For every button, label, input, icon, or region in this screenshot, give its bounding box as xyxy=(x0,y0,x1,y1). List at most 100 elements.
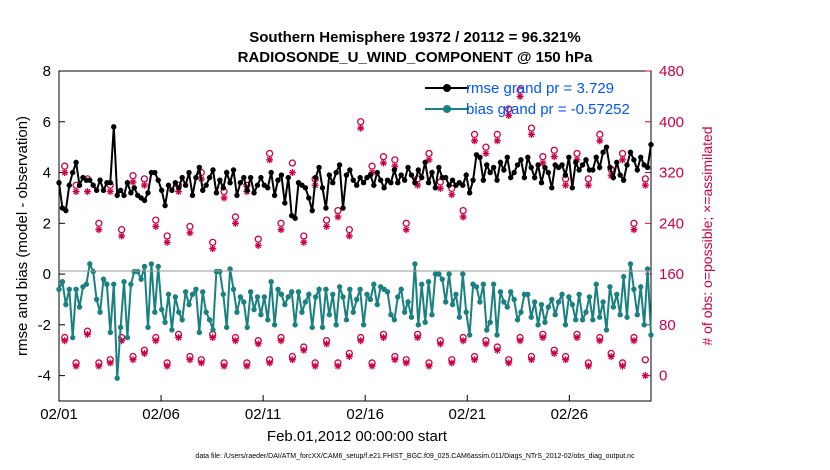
rmse-point xyxy=(165,182,172,188)
rmse-point xyxy=(213,190,220,196)
obs-assimilated-point xyxy=(584,362,592,370)
obs-assimilated-point xyxy=(516,337,524,345)
bias-point xyxy=(484,327,490,333)
bias-point xyxy=(384,289,391,295)
bias-point xyxy=(429,311,435,318)
rmse-point xyxy=(559,162,565,168)
legend: rmse grand pr = 3.729 bias grand pr = -0… xyxy=(425,80,630,118)
bias-point xyxy=(644,266,651,272)
obs-assimilated-point xyxy=(61,337,69,345)
rmse-point xyxy=(590,167,596,173)
rmse-point xyxy=(542,164,548,171)
rmse-point xyxy=(367,172,374,178)
rmse-point xyxy=(326,172,333,178)
bias-point xyxy=(241,299,247,305)
bias-point xyxy=(189,291,196,298)
obs-assimilated-point xyxy=(459,213,467,221)
bias-point xyxy=(265,317,271,323)
bias-point xyxy=(292,322,298,328)
bias-point xyxy=(237,294,244,300)
obs-assimilated-point xyxy=(357,337,365,345)
obs-assimilated-point xyxy=(220,362,228,370)
bias-point xyxy=(531,299,538,305)
obs-assimilated-point xyxy=(277,337,285,345)
bias-point xyxy=(367,296,374,303)
obs-assimilated-point xyxy=(345,232,353,240)
rmse-point xyxy=(336,162,343,168)
rmse-point xyxy=(124,179,131,186)
bias-point xyxy=(145,324,151,331)
bias-point xyxy=(268,278,274,285)
obs-assimilated-point xyxy=(630,226,638,234)
bias-point xyxy=(477,299,483,305)
rmse-point xyxy=(200,187,206,194)
y-tick-label: 2 xyxy=(43,215,51,232)
bias-point xyxy=(596,314,603,320)
obs-assimilated-point xyxy=(129,178,137,186)
bias-point xyxy=(374,301,380,308)
y-right-tick-label: 160 xyxy=(659,266,684,283)
bias-point xyxy=(552,311,558,318)
rmse-point xyxy=(470,177,476,183)
obs-assimilated-point xyxy=(231,219,239,227)
bias-point xyxy=(412,261,418,267)
obs-assimilated-point xyxy=(573,334,581,342)
rmse-point xyxy=(648,141,654,148)
rmse-point xyxy=(223,169,230,176)
bias-point xyxy=(559,291,565,298)
obs-assimilated-point xyxy=(152,337,160,345)
rmse-point xyxy=(340,205,346,211)
obs-assimilated-point xyxy=(334,362,342,370)
obs-assimilated-point xyxy=(368,362,376,370)
x-tick-label: 02/21 xyxy=(449,406,487,423)
obs-assimilated-point xyxy=(527,130,535,138)
bias-point xyxy=(148,261,155,267)
rmse-point xyxy=(69,169,76,176)
rmse-point xyxy=(579,162,586,168)
bias-point xyxy=(343,317,350,323)
obs-assimilated-point xyxy=(323,340,331,348)
y-tick-label: 6 xyxy=(43,114,51,131)
bias-point xyxy=(364,291,370,298)
bias-point xyxy=(357,286,363,293)
rmse-point xyxy=(422,159,428,166)
x-tick-label: 02/06 xyxy=(142,406,180,423)
x-axis-label: Feb.01,2012 00:00:00 start xyxy=(267,428,448,445)
rmse-point xyxy=(251,190,257,196)
rmse-point xyxy=(254,182,261,188)
rmse-point xyxy=(302,185,309,191)
bias-point xyxy=(182,289,189,295)
bias-point xyxy=(576,291,582,298)
obs-assimilated-point xyxy=(129,356,137,364)
x-tick-label: 02/16 xyxy=(346,406,384,423)
rmse-point xyxy=(271,192,278,199)
rmse-point xyxy=(158,187,165,194)
rmse-point xyxy=(525,154,531,161)
rmse-point xyxy=(388,179,394,186)
obs-assimilated-point xyxy=(323,222,331,230)
obs-assimilated-point xyxy=(106,359,114,367)
obs-assimilated-point xyxy=(140,349,148,357)
obs-assimilated-point xyxy=(471,356,479,364)
bias-point xyxy=(340,294,346,300)
bias-point xyxy=(538,301,545,308)
obs-assimilated-point xyxy=(357,124,365,132)
obs-assimilated-point xyxy=(379,159,387,167)
bias-point xyxy=(408,314,415,320)
rmse-point xyxy=(463,172,469,178)
bias-point xyxy=(155,263,161,270)
bias-point xyxy=(545,304,552,310)
bias-point xyxy=(234,309,240,315)
rmse-point xyxy=(634,167,641,173)
bias-point xyxy=(227,266,233,272)
bias-point xyxy=(83,281,90,287)
rmse-point xyxy=(230,167,237,173)
rmse-point xyxy=(583,157,589,163)
obs-assimilated-point xyxy=(482,340,490,348)
obs-assimilated-point xyxy=(95,226,103,234)
obs-assimilated-point xyxy=(493,137,501,145)
chart-subtitle: RADIOSONDE_U_WIND_COMPONENT @ 150 hPa xyxy=(238,49,593,66)
bias-point xyxy=(128,281,134,287)
rmse-point xyxy=(415,167,422,173)
